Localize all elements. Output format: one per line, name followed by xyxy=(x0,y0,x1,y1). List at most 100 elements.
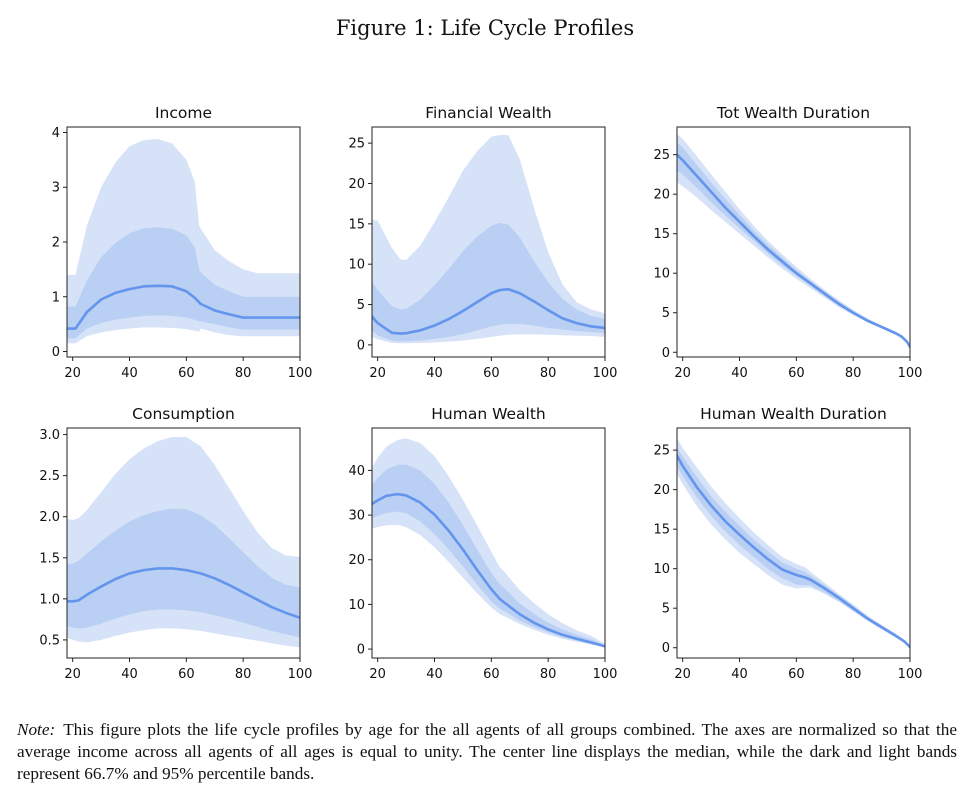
plot-area xyxy=(372,135,605,344)
subplot-human-wealth-duration: Human Wealth Duration 20 40 60 80 100 0 5 10 15 20… xyxy=(653,405,922,682)
subplot-tot-wealth-duration: Tot Wealth Duration 20 40 60 80 100 0 5 10 15 20 25 xyxy=(653,104,922,381)
y-tick-label: 30 xyxy=(348,509,365,524)
y-tick-label: 1.5 xyxy=(39,551,60,566)
x-tick-label: 80 xyxy=(540,667,557,682)
axes-frame xyxy=(676,427,911,659)
band-66-7-percentile xyxy=(677,142,910,348)
note-label: Note: xyxy=(17,720,56,739)
x-tick-label: 20 xyxy=(64,366,81,381)
subplot-title: Human Wealth Duration xyxy=(700,405,887,423)
plot-area xyxy=(372,438,605,648)
x-tick-label: 20 xyxy=(674,366,691,381)
y-tick-label: 40 xyxy=(348,464,365,479)
x-tick-label: 20 xyxy=(369,366,386,381)
x-tick-label: 80 xyxy=(845,667,862,682)
y-tick-label: 25 xyxy=(348,137,365,152)
y-tick-label: 5 xyxy=(662,602,670,617)
axes-frame xyxy=(66,427,301,659)
median-line xyxy=(677,454,910,649)
plot-area xyxy=(677,438,910,649)
band-95-percentile xyxy=(677,134,910,349)
y-tick-label: 0 xyxy=(52,345,60,360)
y-tick-label: 25 xyxy=(653,148,670,163)
y-tick-label: 15 xyxy=(653,523,670,538)
y-tick-label: 20 xyxy=(653,188,670,203)
y-tick-label: 2.0 xyxy=(39,510,60,525)
y-tick-label: 20 xyxy=(348,177,365,192)
x-tick-label: 100 xyxy=(288,366,313,381)
x-tick-label: 100 xyxy=(898,366,923,381)
x-tick-label: 20 xyxy=(369,667,386,682)
x-tick-label: 100 xyxy=(593,667,618,682)
plot-area xyxy=(67,437,300,648)
x-tick-label: 20 xyxy=(674,667,691,682)
x-tick-label: 60 xyxy=(483,667,500,682)
median-line xyxy=(67,284,300,330)
x-tick-label: 40 xyxy=(426,667,443,682)
axes-frame xyxy=(371,427,606,659)
y-tick-label: 20 xyxy=(348,553,365,568)
subplot-title: Human Wealth xyxy=(431,405,546,423)
plot-area xyxy=(67,139,300,344)
subplot-title: Consumption xyxy=(132,405,235,423)
x-tick-label: 20 xyxy=(64,667,81,682)
y-tick-label: 3.0 xyxy=(39,428,60,443)
y-tick-label: 0 xyxy=(662,641,670,656)
x-tick-label: 40 xyxy=(426,366,443,381)
x-tick-label: 100 xyxy=(288,667,313,682)
subplot-human-wealth: Human Wealth 20 40 60 80 100 0 10 20 30 40 xyxy=(348,405,617,682)
x-tick-label: 60 xyxy=(483,366,500,381)
subplot-title: Financial Wealth xyxy=(425,104,551,122)
median-line xyxy=(677,153,910,349)
median-line xyxy=(67,567,300,620)
x-tick-label: 80 xyxy=(540,366,557,381)
y-tick-label: 1 xyxy=(52,290,60,305)
figure-title: Figure 1: Life Cycle Profiles xyxy=(335,16,635,40)
y-tick-label: 15 xyxy=(653,227,670,242)
note-text: This figure plots the life cycle profile… xyxy=(17,720,957,783)
y-tick-label: 0 xyxy=(357,338,365,353)
median-line xyxy=(372,287,605,335)
y-tick-label: 3 xyxy=(52,181,60,196)
y-tick-label: 2.5 xyxy=(39,469,60,484)
band-66-7-percentile xyxy=(67,227,300,339)
x-tick-label: 40 xyxy=(731,366,748,381)
band-66-7-percentile xyxy=(372,223,605,342)
y-tick-label: 15 xyxy=(348,217,365,232)
figure-note: Note: This figure plots the life cycle pr… xyxy=(17,719,957,785)
y-tick-label: 20 xyxy=(653,483,670,498)
y-tick-label: 0 xyxy=(662,346,670,361)
band-95-percentile xyxy=(677,438,910,648)
y-tick-label: 10 xyxy=(653,562,670,577)
y-tick-label: 5 xyxy=(357,298,365,313)
y-tick-label: 0.5 xyxy=(39,633,60,648)
subplot-consumption: Consumption 20 40 60 80 100 0.5 1.0 1.5 2.0 2.5 3.0 xyxy=(39,405,312,682)
axes-frame xyxy=(371,126,606,358)
plot-area xyxy=(677,134,910,349)
y-tick-label: 2 xyxy=(52,236,60,251)
y-tick-label: 5 xyxy=(662,306,670,321)
x-tick-label: 60 xyxy=(178,366,195,381)
x-tick-label: 60 xyxy=(178,667,195,682)
band-66-7-percentile xyxy=(677,446,910,648)
y-tick-label: 25 xyxy=(653,444,670,459)
y-tick-label: 4 xyxy=(52,126,60,141)
x-tick-label: 60 xyxy=(788,667,805,682)
y-tick-label: 1.0 xyxy=(39,592,60,607)
x-tick-label: 60 xyxy=(788,366,805,381)
x-tick-label: 80 xyxy=(235,667,252,682)
x-tick-label: 100 xyxy=(593,366,618,381)
x-tick-label: 40 xyxy=(121,366,138,381)
x-tick-label: 40 xyxy=(731,667,748,682)
x-tick-label: 40 xyxy=(121,667,138,682)
y-tick-label: 10 xyxy=(348,258,365,273)
x-tick-label: 100 xyxy=(898,667,923,682)
x-tick-label: 80 xyxy=(235,366,252,381)
band-66-7-percentile xyxy=(67,508,300,638)
y-tick-label: 10 xyxy=(653,267,670,282)
axes-frame xyxy=(676,126,911,358)
y-tick-label: 0 xyxy=(357,643,365,658)
median-line xyxy=(372,492,605,648)
subplot-title: Tot Wealth Duration xyxy=(716,104,870,122)
